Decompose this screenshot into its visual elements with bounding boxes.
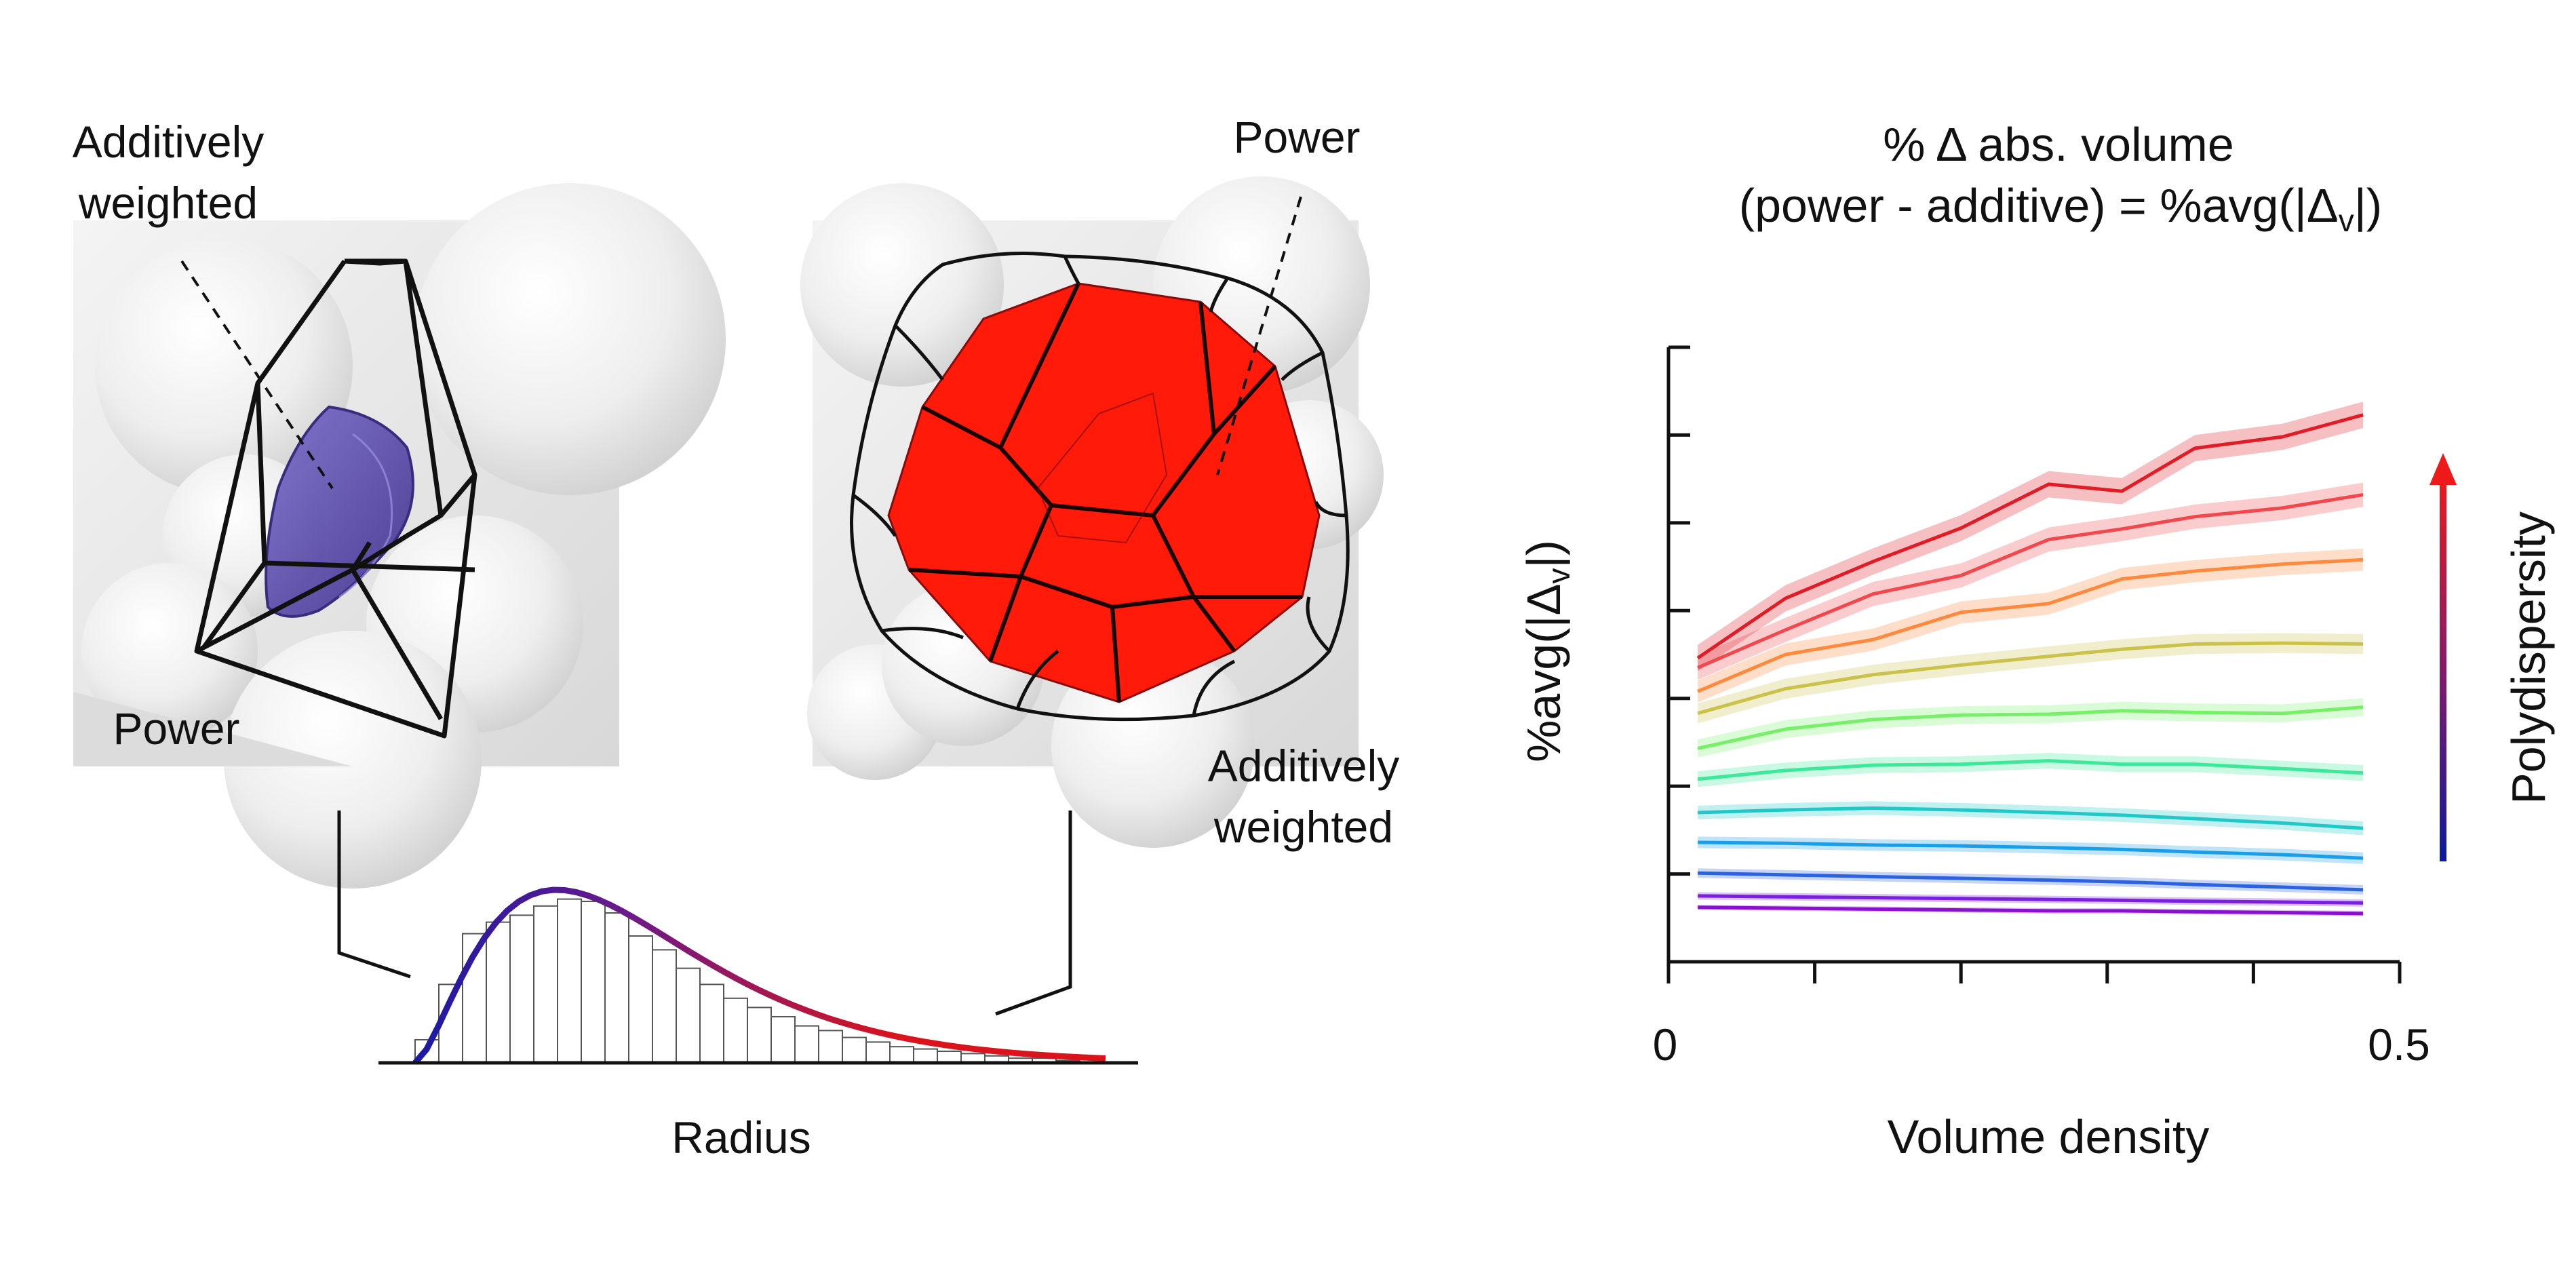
series-line-p6	[1697, 759, 2364, 781]
x-tick-label-1: 0.5	[2368, 1019, 2430, 1070]
series-band-p5	[1698, 801, 2364, 836]
histogram-bar	[937, 1051, 962, 1063]
distribution-curve	[412, 886, 1106, 1065]
right-label-additive-line2: weighted	[1213, 802, 1393, 852]
histogram-bar	[747, 1007, 772, 1064]
series-line-p4	[1698, 840, 2364, 860]
histogram-bar	[723, 997, 748, 1064]
zoom-bracket-left	[337, 811, 411, 979]
additive-cell-wireframe	[850, 252, 1350, 722]
histogram-bar	[652, 949, 677, 1064]
series-band-p10	[1698, 482, 2364, 680]
series-lines	[1696, 413, 2364, 916]
left-label-power: Power	[113, 703, 239, 754]
chart-xlabel: Volume density	[1888, 1110, 2210, 1163]
histogram-bar	[794, 1025, 819, 1063]
histogram-bar	[509, 914, 534, 1064]
pointer-line-additive	[180, 260, 334, 490]
left-sphere	[224, 631, 482, 889]
left-cell-render	[73, 183, 726, 889]
series-line-p3	[1698, 871, 2364, 892]
series-line-p8	[1697, 641, 2364, 716]
left-sphere	[414, 183, 726, 495]
right-label-power: Power	[1233, 112, 1360, 162]
series-line-p10	[1697, 492, 2364, 669]
histogram-bar	[889, 1046, 914, 1063]
left-label-additive-line1: Additively	[73, 117, 264, 167]
histogram-bar	[770, 1016, 796, 1063]
series-line-p2	[1698, 894, 2364, 905]
histogram-bar	[865, 1041, 891, 1064]
density-chart: % Δ abs. volume (power - additive) = %av…	[1517, 118, 2555, 1163]
histogram-bar	[604, 912, 629, 1063]
histogram-bar	[699, 983, 724, 1064]
left-label-additive-line2: weighted	[78, 178, 258, 228]
chart-axes	[1666, 345, 2402, 983]
chart-title-line1: % Δ abs. volume	[1883, 118, 2234, 171]
histogram-bar	[581, 901, 606, 1063]
right-label-additive-line1: Additively	[1208, 741, 1399, 791]
histogram-bar	[842, 1036, 867, 1063]
series-line-p9	[1697, 558, 2364, 693]
chart-ylabel: %avg(|Δv|)	[1517, 540, 1576, 762]
histogram-bar	[913, 1048, 938, 1063]
left-floor-shade	[73, 692, 353, 766]
histogram-bar	[628, 935, 653, 1063]
right-cell-render	[800, 176, 1384, 848]
histogram-bar	[818, 1030, 843, 1064]
histogram-bar	[676, 967, 701, 1063]
histogram-bar	[533, 905, 558, 1064]
power-cell-edges	[908, 282, 1302, 703]
left-sphere	[81, 563, 258, 739]
polydispersity-arrow-head	[2429, 453, 2457, 485]
series-line-p11	[1696, 413, 2364, 660]
histogram-bar	[486, 921, 511, 1063]
histogram-xlabel: Radius	[671, 1112, 811, 1163]
left-sphere	[95, 237, 353, 495]
pointer-line-power	[1216, 196, 1302, 475]
colorbar-label: Polydispersity	[2502, 511, 2555, 804]
series-band-p4	[1698, 836, 2364, 864]
series-band-p11	[1698, 402, 2364, 671]
histogram-bar	[557, 898, 582, 1063]
chart-title-line2: (power - additive) = %avg(|Δv|)	[1739, 179, 2382, 238]
polydispersity-arrow-shaft	[2440, 475, 2446, 861]
series-line-p1	[1698, 905, 2364, 916]
series-line-p7	[1697, 705, 2364, 750]
series-band-p6	[1698, 752, 2364, 787]
right-sphere	[800, 183, 1004, 387]
series-line-p5	[1698, 806, 2364, 830]
radius-histogram	[337, 811, 1138, 1065]
zoom-bracket-right	[995, 811, 1072, 1016]
power-cell-wireframe	[194, 258, 477, 739]
power-cell-back-edges	[1037, 392, 1168, 544]
x-tick-label-0: 0	[1653, 1019, 1678, 1070]
